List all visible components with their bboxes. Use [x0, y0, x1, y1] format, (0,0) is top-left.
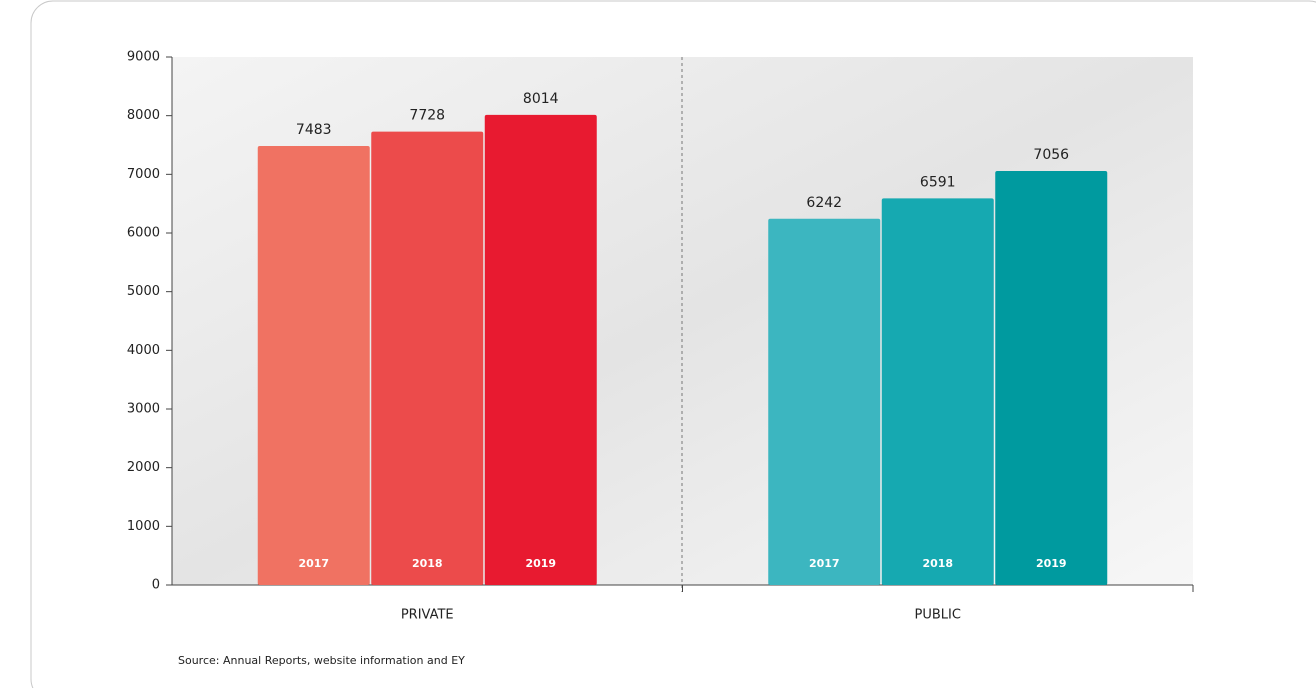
year-label: 2017 [809, 557, 840, 570]
year-label: 2018 [412, 557, 443, 570]
bar [882, 198, 994, 585]
page: Source: Annual Reports, website informat… [0, 0, 1316, 688]
chart: Source: Annual Reports, website informat… [0, 0, 1316, 688]
year-label: 2019 [525, 557, 556, 570]
value-label: 7483 [296, 122, 332, 138]
bar [371, 132, 483, 585]
y-tick-label: 8000 [127, 108, 160, 123]
year-label: 2019 [1036, 557, 1067, 570]
value-label: 7056 [1033, 147, 1069, 163]
value-label: 6242 [806, 195, 842, 211]
bar [768, 219, 880, 585]
source-note: Source: Annual Reports, website informat… [178, 654, 465, 667]
y-tick-label: 2000 [127, 460, 160, 475]
y-tick-label: 3000 [127, 402, 160, 417]
value-label: 8014 [523, 91, 559, 107]
year-label: 2018 [922, 557, 953, 570]
y-tick-label: 7000 [127, 167, 160, 182]
value-label: 6591 [920, 174, 956, 190]
y-tick-label: 4000 [127, 343, 160, 358]
bar [485, 115, 597, 585]
y-tick-label: 5000 [127, 284, 160, 299]
y-tick-label: 9000 [127, 50, 160, 65]
bar [995, 171, 1107, 585]
y-tick-label: 1000 [127, 519, 160, 534]
y-tick-label: 6000 [127, 226, 160, 241]
bar [258, 146, 370, 585]
x-tick-label: PRIVATE [401, 608, 454, 623]
value-label: 7728 [409, 108, 445, 124]
x-tick-label: PUBLIC [915, 608, 961, 623]
year-label: 2017 [298, 557, 329, 570]
y-tick-label: 0 [152, 578, 160, 593]
